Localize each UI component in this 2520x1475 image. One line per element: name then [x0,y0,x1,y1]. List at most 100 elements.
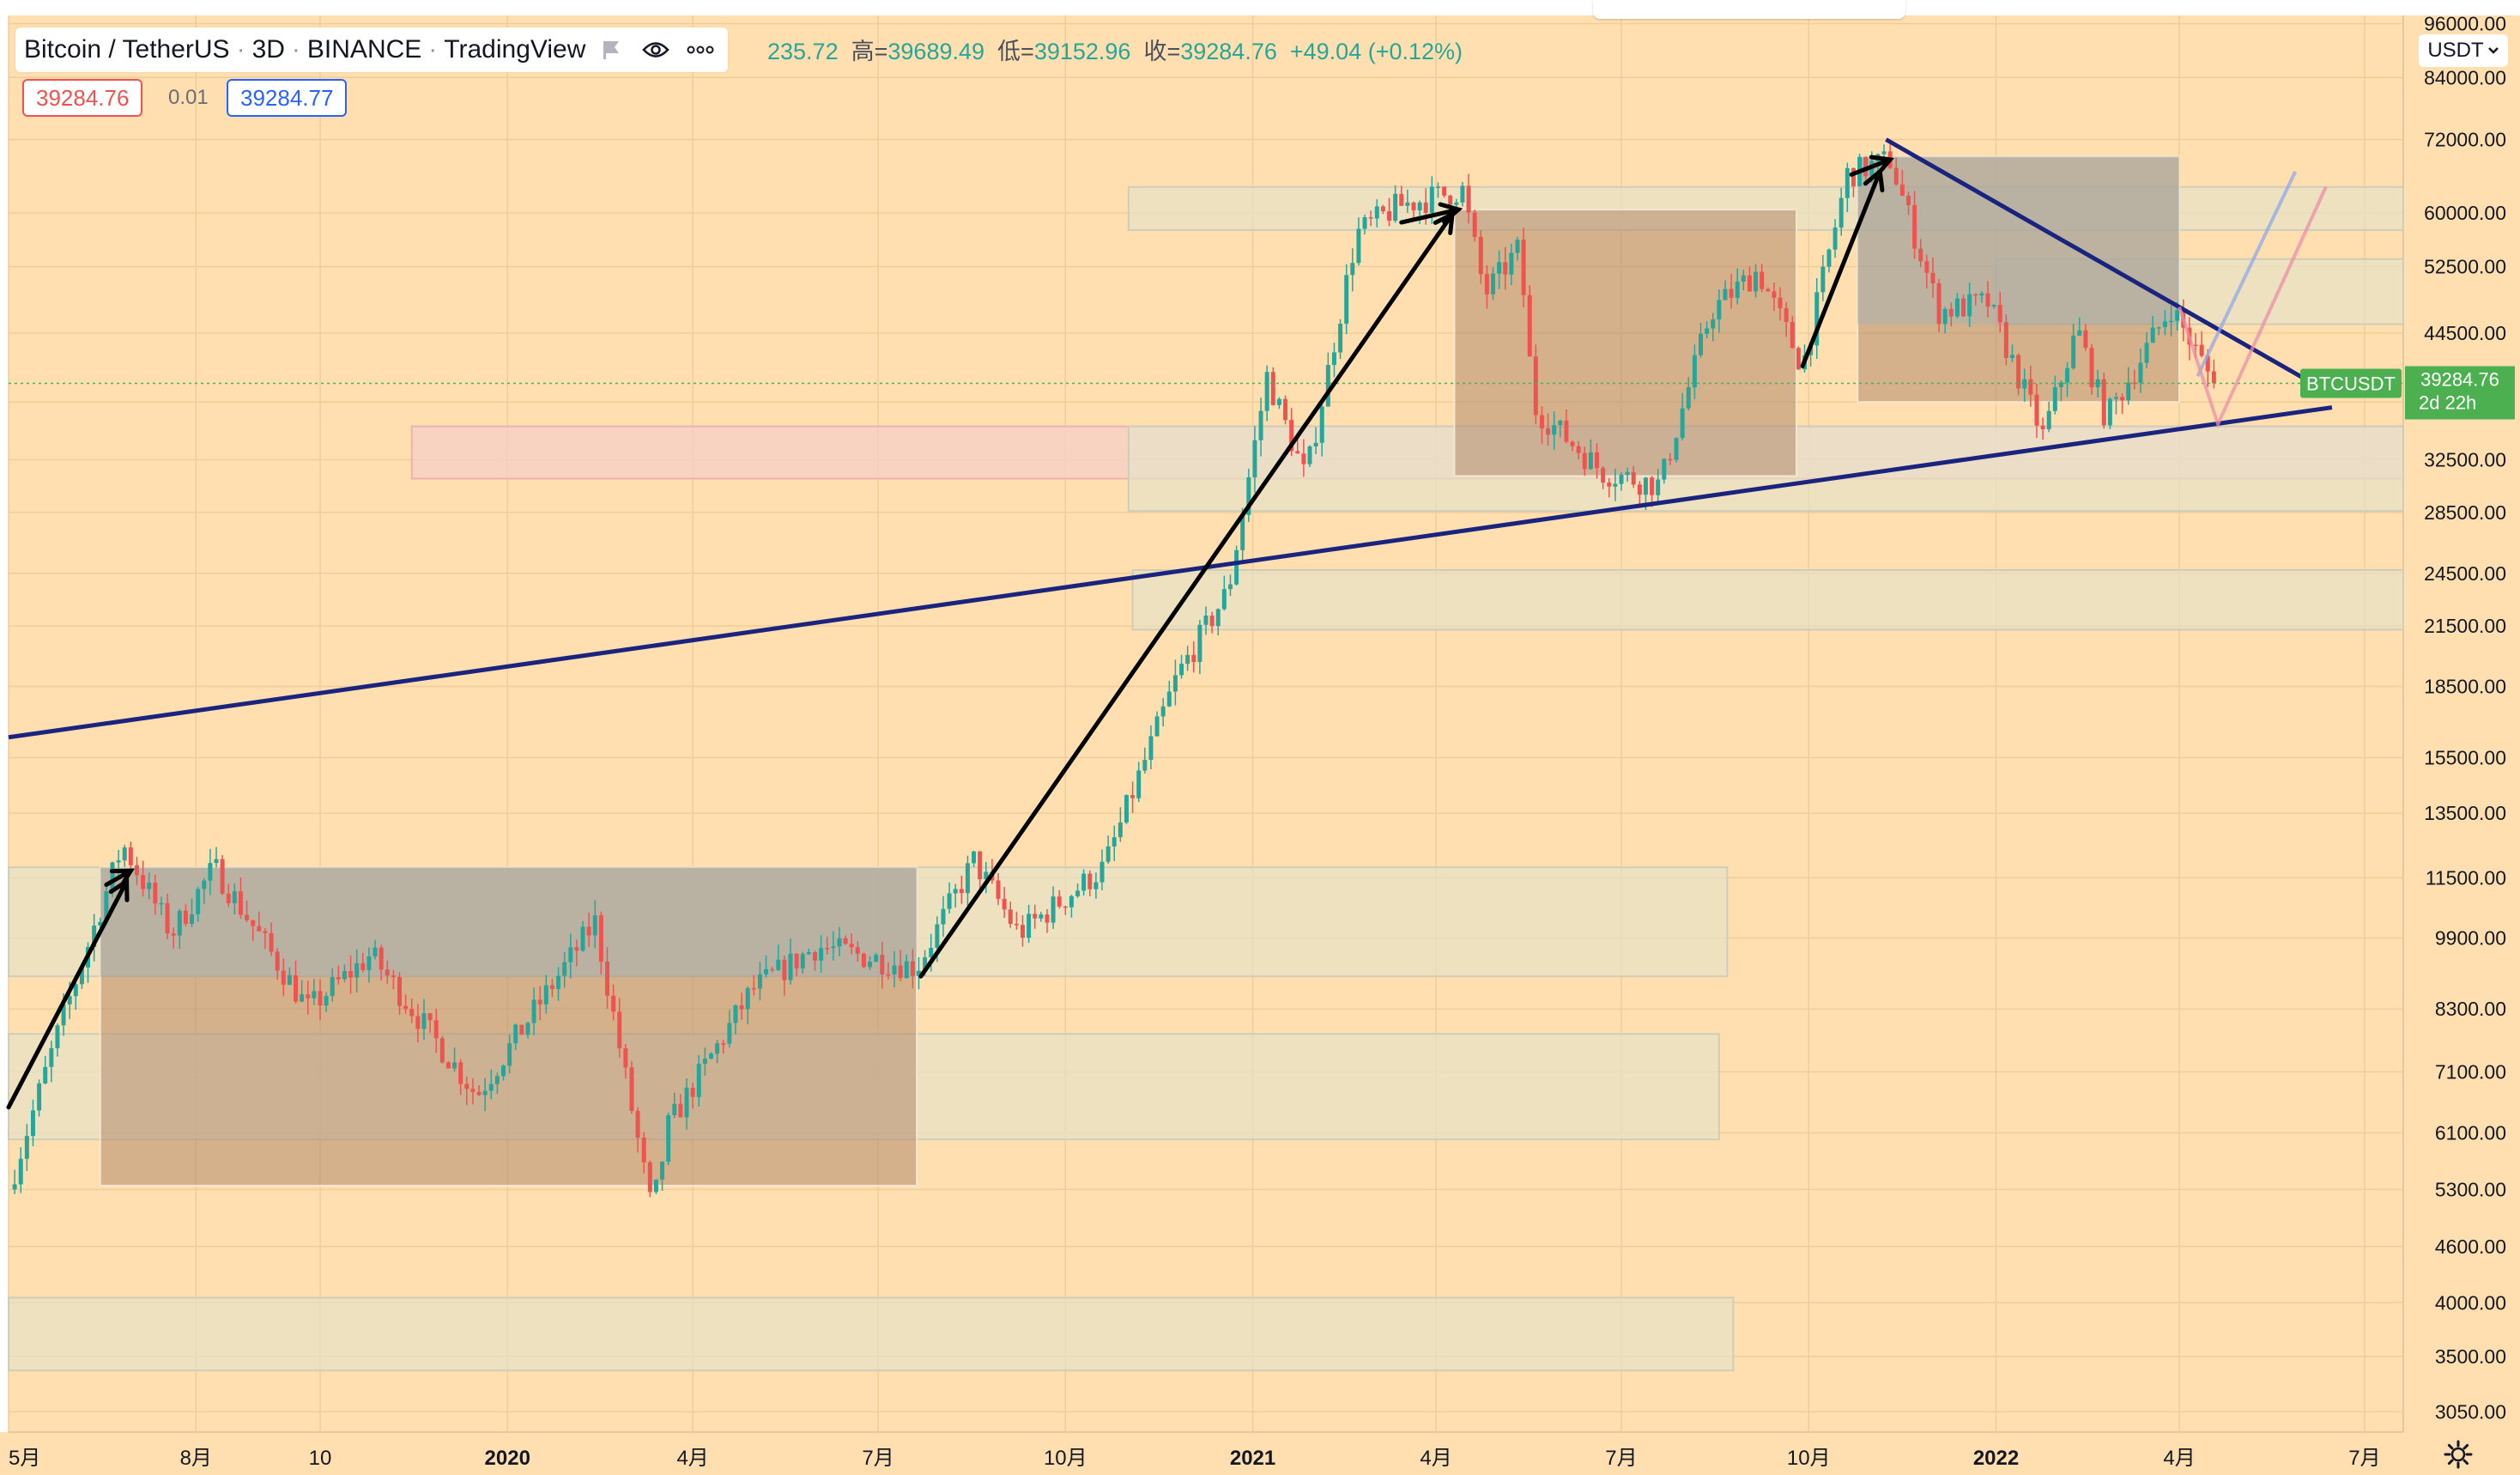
candle-body [727,1023,732,1044]
candle-body [513,1024,518,1044]
candle-body [923,957,928,971]
projection-path [2178,185,2328,429]
more-dots-icon[interactable] [681,33,719,67]
bar-countdown: 2d 22h [2419,392,2476,413]
candle-body [147,883,152,889]
candle-body [1051,896,1056,923]
candle-body [1240,514,1245,550]
candle-body [1166,691,1172,707]
candle-body [1826,249,1832,267]
candle-body [202,880,207,889]
candle-body [1154,716,1160,737]
candle-body [55,1025,60,1048]
candle-body [1081,873,1087,891]
eye-icon[interactable] [637,33,675,67]
buy-price-button[interactable]: 39284.77 [227,79,348,117]
candle-body [1778,297,1783,309]
candle-body [788,953,793,980]
x-tick-label: 7月 [862,1447,894,1470]
candle-body [159,902,164,905]
candle-body [476,1091,482,1096]
candle-body [861,953,866,968]
candle-body [1912,204,1917,249]
candle-body [263,931,268,933]
candle-body [586,926,591,936]
candle-body [1069,895,1074,907]
candle-body [18,1158,23,1185]
candle-body [776,959,781,970]
candle-body [488,1083,494,1091]
high-value: 39689.49 [887,39,985,64]
candle-body [1973,294,1978,296]
candle-body [122,847,127,861]
candle-body [1839,197,1844,228]
candle-body [2193,344,2198,347]
y-tick-label: 18500.00 [2424,675,2506,697]
candle-body [1924,261,1929,273]
x-tick-label: 7月 [1605,1447,1637,1470]
sell-price-button[interactable]: 39284.76 [22,79,143,117]
candle-body [996,880,1001,899]
candle-body [1918,248,1923,262]
candle-body [1930,272,1935,283]
candle-body [1497,262,1502,274]
candle-body [1564,420,1569,442]
candle-body [635,1110,640,1138]
candle-body [935,924,940,948]
candle-body [104,891,109,922]
candle-body [2052,387,2057,411]
gear-icon[interactable] [2443,1439,2474,1470]
candle-body [537,999,542,1005]
candle-body [1979,293,1984,296]
candle-body [1264,372,1269,411]
candle-body [1747,275,1752,292]
x-tick-label: 7月 [2348,1447,2380,1470]
y-tick-label: 28500.00 [2424,501,2506,524]
candle-body [373,947,378,956]
candle-body [592,915,597,936]
currency-selector[interactable]: USDT [2419,34,2508,67]
candle-body [1307,446,1312,464]
candle-body [196,889,201,914]
candle-body [30,1110,35,1137]
candle-body [1796,348,1801,370]
candle-body [2101,379,2106,426]
candle-body [1448,195,1453,205]
candle-body [892,965,897,974]
candle-body [1491,273,1496,294]
flag-icon[interactable] [592,33,630,67]
legend-separator: · [291,35,300,64]
arrow-head [1438,202,1463,225]
candle-body [1699,333,1703,355]
candle-body [1595,452,1600,469]
candle-body [1643,477,1648,495]
candle-body [984,871,989,880]
candle-body [1283,398,1288,421]
projection-path [2196,170,2298,377]
candle-body [427,1013,433,1021]
candle-body [1509,252,1514,275]
candle-body [1784,308,1789,323]
symbol-legend[interactable]: Bitcoin / TetherUS · 3D · BINANCE · Trad… [15,27,729,72]
symbol-name[interactable]: Bitcoin / TetherUS [24,35,230,64]
interval[interactable]: 3D [251,35,285,64]
candle-body [2040,425,2045,429]
close-value: 39284.76 [1180,39,1277,64]
top-toolbar-stub[interactable] [1593,0,1905,19]
y-tick-label: 44500.00 [2424,322,2506,344]
candle-body [1197,624,1202,662]
candle-body [1961,298,1966,317]
candle-body [702,1059,707,1065]
candle-body [1185,654,1190,665]
candle-body [439,1038,445,1063]
candle-body [507,1043,512,1066]
candle-body [2071,335,2076,368]
candle-body [1136,770,1142,798]
y-tick-label: 72000.00 [2424,129,2506,151]
candle-body [1039,914,1044,919]
candle-body [2034,394,2039,426]
candle-body [1936,282,1941,325]
candle-body [1948,308,1954,317]
